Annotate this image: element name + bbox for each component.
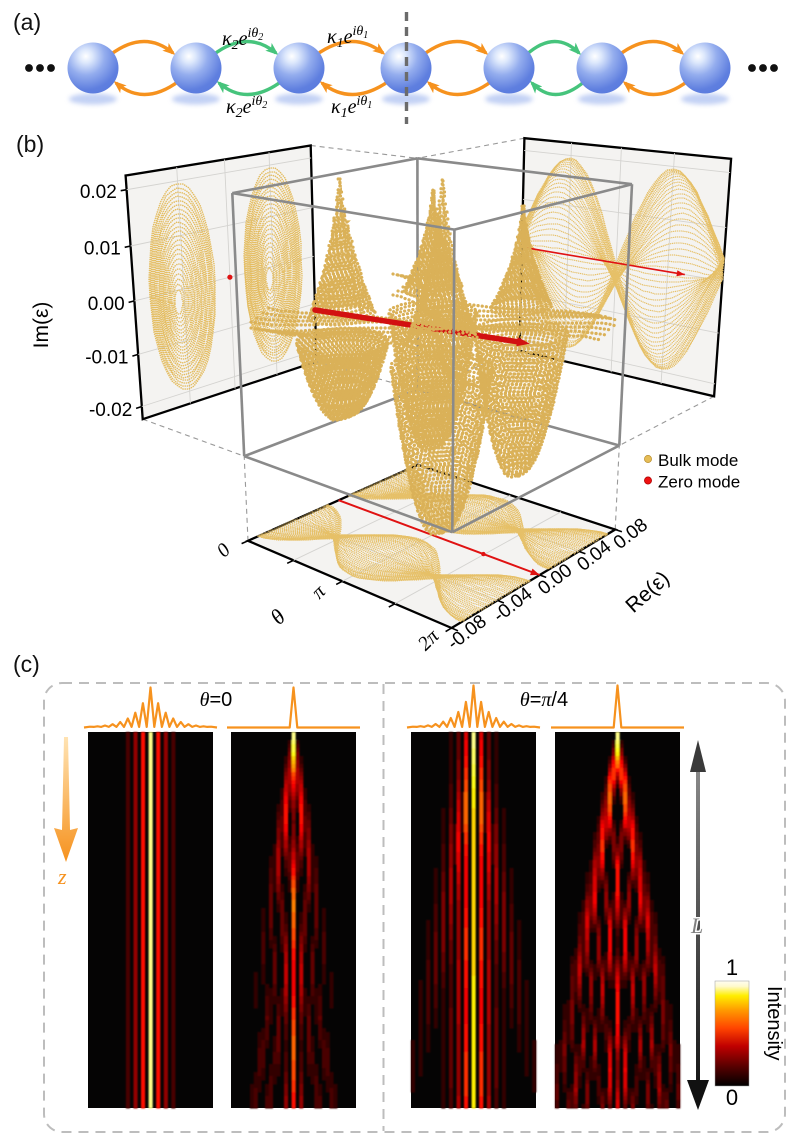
svg-text:Intensity: Intensity: [763, 986, 785, 1060]
svg-text:1: 1: [726, 955, 738, 980]
svg-text:0: 0: [726, 1085, 738, 1110]
svg-text:0.00: 0.00: [88, 294, 125, 315]
svg-text:Zero mode: Zero mode: [658, 473, 740, 492]
svg-text:θ=π/4: θ=π/4: [520, 689, 568, 711]
svg-text:L: L: [690, 913, 703, 938]
svg-text:(b): (b): [16, 131, 44, 157]
svg-text:-0.02: -0.02: [89, 400, 132, 421]
svg-text:(c): (c): [13, 651, 40, 677]
svg-text:Bulk mode: Bulk mode: [658, 451, 738, 470]
svg-text:Im(ε): Im(ε): [30, 302, 53, 349]
svg-text:(a): (a): [13, 9, 41, 35]
svg-text:z: z: [57, 864, 67, 889]
svg-text:κ1eiθ1: κ1eiθ1: [327, 24, 368, 51]
svg-text:0.01: 0.01: [84, 239, 121, 260]
svg-text:-0.01: -0.01: [85, 348, 128, 369]
svg-text:κ2eiθ2: κ2eiθ2: [226, 94, 267, 121]
svg-text:0.02: 0.02: [80, 182, 117, 203]
svg-text:θ=0: θ=0: [200, 689, 233, 711]
